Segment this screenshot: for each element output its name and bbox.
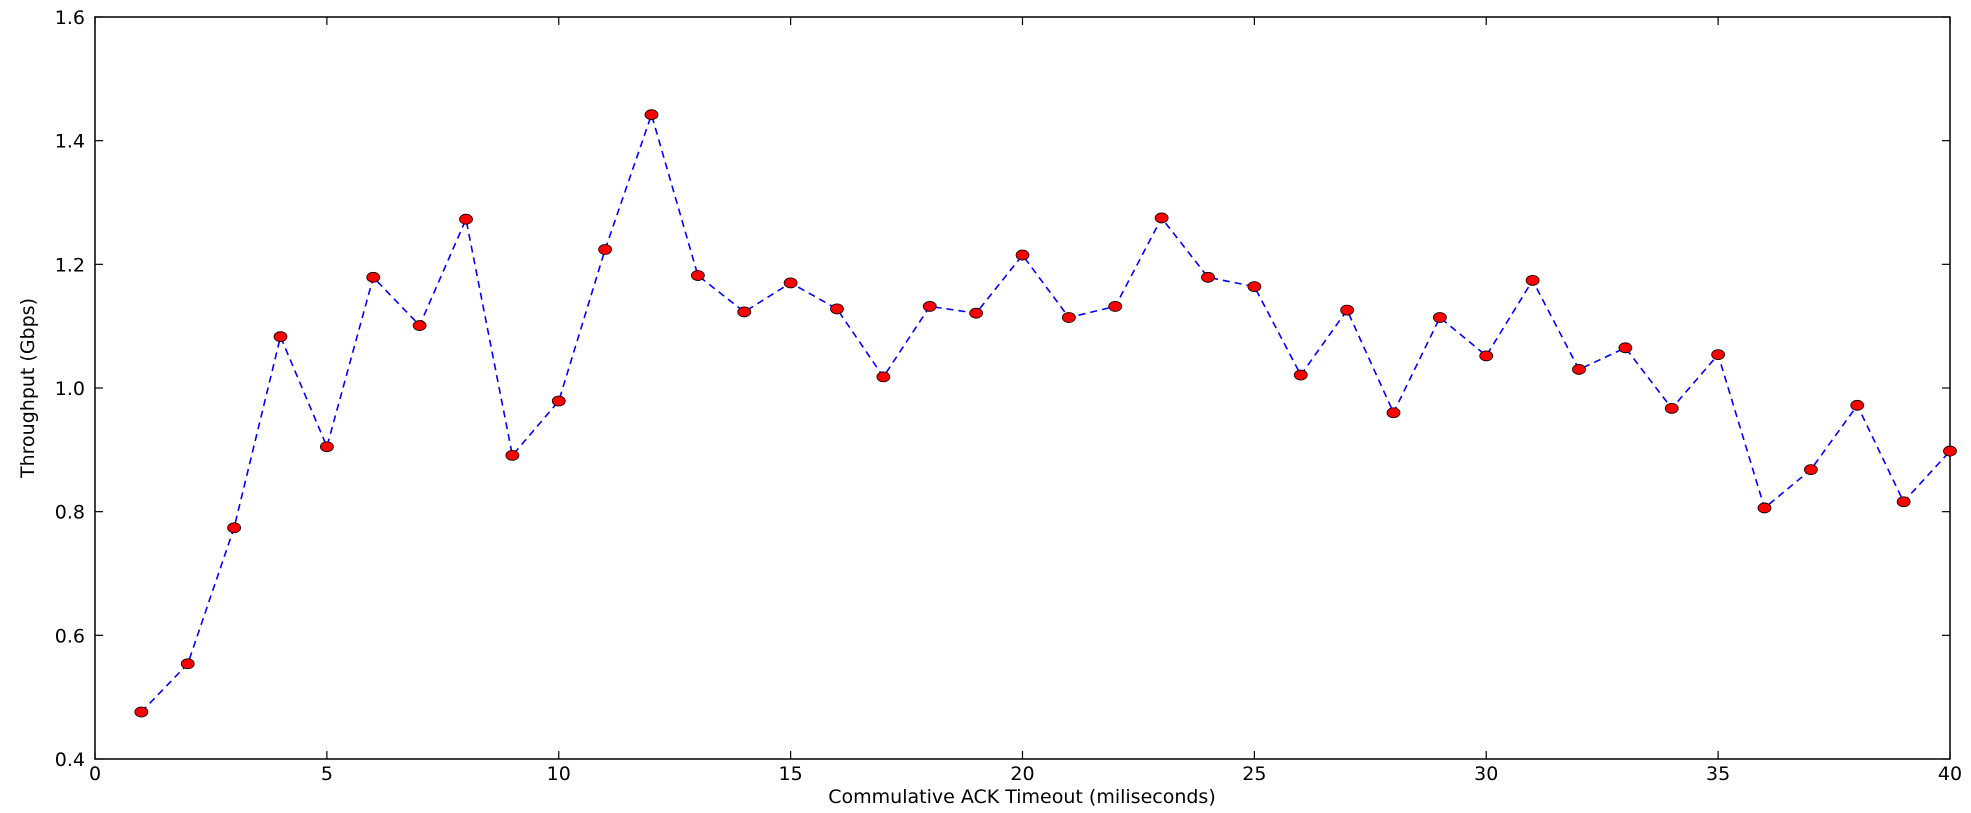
data-point (319, 441, 334, 453)
x-tick-label: 5 (321, 763, 333, 785)
data-point (1015, 249, 1030, 261)
x-tick-label: 35 (1706, 763, 1730, 785)
data-point (227, 522, 242, 534)
data-point (459, 213, 473, 225)
data-point (412, 320, 427, 331)
data-point (1896, 496, 1911, 508)
x-tick-label: 10 (547, 763, 571, 785)
data-point (1201, 271, 1215, 283)
data-point (1572, 364, 1586, 375)
y-axis-label: Throughput (Gbps) (17, 298, 39, 479)
x-tick-label: 0 (89, 763, 101, 785)
data-point (644, 109, 659, 121)
data-point (1293, 369, 1308, 381)
y-tick-label: 1.4 (55, 131, 85, 153)
plot-area (94, 16, 1951, 760)
data-point (1154, 212, 1169, 224)
y-tick-label: 1.2 (55, 254, 85, 276)
data-point (1340, 304, 1355, 316)
data-point (273, 331, 288, 343)
data-point (1664, 403, 1679, 414)
data-point (1943, 445, 1957, 457)
data-point (1711, 349, 1726, 361)
y-tick-label: 0.6 (55, 625, 85, 647)
y-tick-label: 0.8 (55, 502, 85, 524)
data-point (1618, 342, 1633, 354)
data-point (969, 307, 984, 319)
data-point (1479, 350, 1494, 362)
x-axis-label: Commulative ACK Timeout (miliseconds) (828, 786, 1216, 808)
y-tick-label: 0.4 (55, 749, 85, 771)
data-point (180, 658, 195, 670)
data-point (1386, 407, 1401, 419)
data-point (737, 306, 752, 318)
x-tick-label: 40 (1938, 763, 1962, 785)
data-point (1108, 300, 1123, 312)
x-tick-label: 20 (1010, 763, 1034, 785)
data-point (366, 271, 381, 283)
ticks-layer: 0 5 10 15 20 25 30 35 40 0.4 0.6 0.8 1.0 1.2 1.4 1.6 (55, 7, 1962, 785)
data-point (551, 395, 566, 407)
x-tick-label: 15 (779, 763, 803, 785)
data-point (1525, 275, 1540, 286)
data-point (1803, 464, 1818, 476)
data-point (876, 371, 891, 383)
data-point (1432, 312, 1447, 323)
y-tick-label: 1.0 (55, 378, 85, 400)
data-point (134, 706, 149, 718)
series-layer (134, 109, 1957, 718)
data-point (783, 277, 798, 289)
data-point (922, 300, 937, 312)
y-tick-label: 1.6 (55, 7, 85, 29)
x-tick-label: 25 (1242, 763, 1266, 785)
data-point (1247, 281, 1262, 292)
data-point (830, 303, 844, 315)
data-point (1061, 312, 1076, 323)
series-line (140, 112, 1951, 713)
data-point (505, 449, 520, 461)
x-tick-label: 30 (1474, 763, 1498, 785)
data-point (690, 270, 705, 281)
data-point (1757, 502, 1772, 514)
data-point (598, 244, 613, 255)
data-point (1850, 399, 1865, 411)
